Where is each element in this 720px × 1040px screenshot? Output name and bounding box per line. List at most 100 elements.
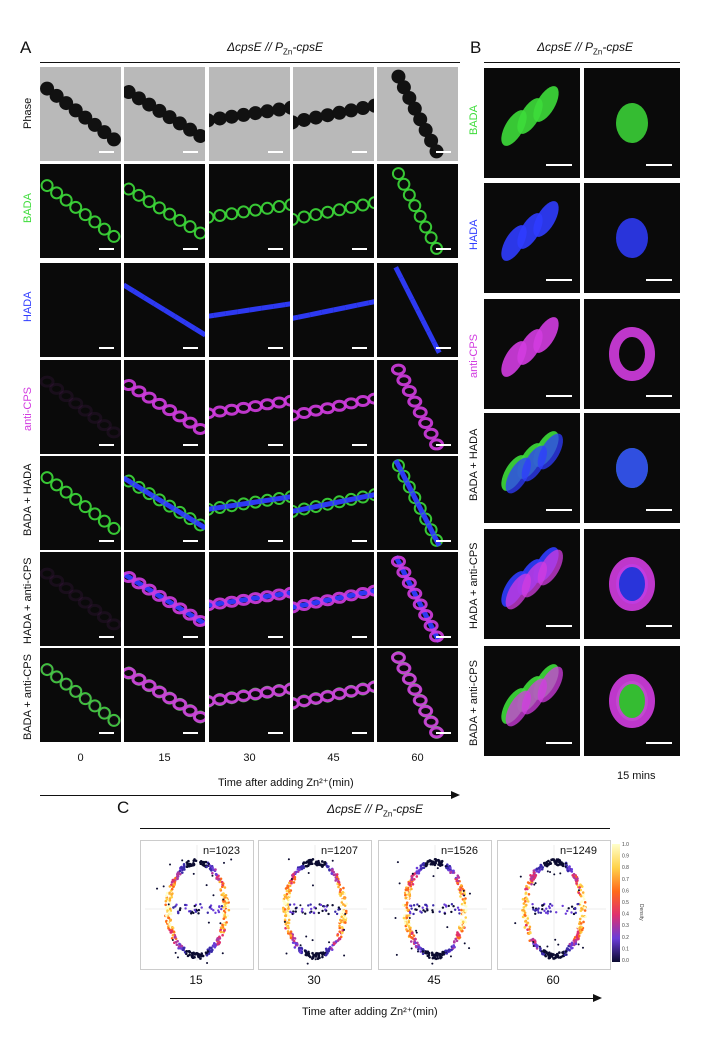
density-plot: n=1023 xyxy=(140,840,254,970)
scale-bar xyxy=(436,347,451,349)
colorbar-tick: 0.1 xyxy=(622,946,629,952)
panel-b-image-row2-col0 xyxy=(484,299,580,409)
colorbar-tick: 0.0 xyxy=(622,958,629,964)
panel-b-title-rule xyxy=(484,62,680,63)
scale-bar xyxy=(546,625,572,627)
panel-a-row-label: BADA + HADA xyxy=(22,463,34,536)
panel-c-title-rule xyxy=(140,828,610,829)
micrograph-row5-t0 xyxy=(40,552,121,646)
scale-bar xyxy=(99,444,114,446)
scale-bar xyxy=(646,164,672,166)
micrograph-row4-t15 xyxy=(124,456,205,550)
colorbar-tick: 0.9 xyxy=(622,854,629,860)
panel-b-image-row5-col1 xyxy=(584,646,680,756)
panel-a-arrowhead xyxy=(451,791,460,799)
panel-b-row-label: anti-CPS xyxy=(468,333,480,378)
panel-a-row-label: HADA xyxy=(22,291,34,322)
micrograph-row3-t45 xyxy=(293,360,374,454)
scale-bar xyxy=(352,636,367,638)
scale-bar xyxy=(99,540,114,542)
panel-b-image-row5-col0 xyxy=(484,646,580,756)
scale-bar xyxy=(546,395,572,397)
scale-bar xyxy=(352,732,367,734)
panel-a-row-label: HADA + anti-CPS xyxy=(22,557,34,644)
panel-b-image-row3-col1 xyxy=(584,413,680,523)
scale-bar xyxy=(99,347,114,349)
scale-bar xyxy=(183,248,198,250)
panel-a-row-label: BADA xyxy=(22,193,34,223)
panel-a-strain-title: ΔcpsE // PZn-cpsE xyxy=(226,40,324,57)
colorbar-label: Density xyxy=(638,904,644,921)
micrograph-row6-t60 xyxy=(377,648,458,742)
micrograph-row4-t30 xyxy=(209,456,290,550)
micrograph-row4-t0 xyxy=(40,456,121,550)
panel-b-strain-title: ΔcpsE // PZn-cpsE xyxy=(536,40,634,57)
micrograph-row0-t0 xyxy=(40,67,121,161)
micrograph-row1-t30 xyxy=(209,164,290,258)
scale-bar xyxy=(352,151,367,153)
scale-bar xyxy=(183,636,198,638)
panel-b-image-row2-col1 xyxy=(584,299,680,409)
micrograph-row2-t45 xyxy=(293,263,374,357)
panel-c-letter: C xyxy=(117,798,130,817)
colorbar-tick: 1.0 xyxy=(622,842,629,848)
panel-a-letter: A xyxy=(20,38,32,57)
micrograph-row2-t30 xyxy=(209,263,290,357)
scale-bar xyxy=(436,248,451,250)
scale-bar xyxy=(646,509,672,511)
panel-a-time-label: 30 xyxy=(243,752,256,764)
scale-bar xyxy=(99,151,114,153)
panel-b-image-row4-col1 xyxy=(584,529,680,639)
micrograph-row0-t45 xyxy=(293,67,374,161)
scale-bar xyxy=(183,151,198,153)
panel-b-letter: B xyxy=(470,38,482,57)
scale-bar xyxy=(646,742,672,744)
sample-size-label: n=1249 xyxy=(560,845,598,857)
panel-b-image-row0-col1 xyxy=(584,68,680,178)
micrograph-row5-t30 xyxy=(209,552,290,646)
density-plot: n=1526 xyxy=(378,840,492,970)
panel-c-time-label: 15 xyxy=(189,973,203,987)
scale-bar xyxy=(546,509,572,511)
micrograph-row0-t15 xyxy=(124,67,205,161)
panel-b-image-row3-col0 xyxy=(484,413,580,523)
panel-c-arrowhead xyxy=(593,994,602,1002)
scale-bar xyxy=(183,732,198,734)
colorbar-tick: 0.3 xyxy=(622,923,629,929)
panel-b-image-row1-col0 xyxy=(484,183,580,293)
micrograph-row6-t45 xyxy=(293,648,374,742)
micrograph-row6-t15 xyxy=(124,648,205,742)
panel-b-row-label: HADA xyxy=(468,219,480,250)
scale-bar xyxy=(646,279,672,281)
scale-bar xyxy=(183,540,198,542)
sample-size-label: n=1526 xyxy=(441,845,479,857)
scale-bar xyxy=(436,444,451,446)
scale-bar xyxy=(99,248,114,250)
scale-bar xyxy=(99,732,114,734)
colorbar-tick: 0.5 xyxy=(622,900,629,906)
panel-b-caption: 15 mins xyxy=(617,770,656,782)
micrograph-row3-t15 xyxy=(124,360,205,454)
micrograph-row5-t15 xyxy=(124,552,205,646)
micrograph-row2-t60 xyxy=(377,263,458,357)
micrograph-row3-t0 xyxy=(40,360,121,454)
density-plot: n=1249 xyxy=(497,840,611,970)
scale-bar xyxy=(352,540,367,542)
panel-a-time-label: 0 xyxy=(77,752,84,764)
colorbar-gradient xyxy=(612,844,620,962)
micrograph-row0-t60 xyxy=(377,67,458,161)
panel-a-axis-label: Time after adding Zn²⁺(min) xyxy=(218,777,354,789)
scale-bar xyxy=(268,540,283,542)
scale-bar xyxy=(268,151,283,153)
panel-b-image-row1-col1 xyxy=(584,183,680,293)
density-colorbar: 1.0 0.9 0.8 0.7 0.6 0.5 0.4 0.3 0.2 0.1 0.0 Densit… xyxy=(612,842,644,964)
micrograph-row5-t60 xyxy=(377,552,458,646)
panel-a-time-label: 15 xyxy=(158,752,171,764)
micrograph-row1-t45 xyxy=(293,164,374,258)
micrograph-row4-t60 xyxy=(377,456,458,550)
micrograph-row5-t45 xyxy=(293,552,374,646)
scale-bar xyxy=(546,742,572,744)
colorbar-tick: 0.8 xyxy=(622,865,629,871)
sample-size-label: n=1207 xyxy=(321,845,359,857)
panel-a-time-label: 60 xyxy=(411,752,424,764)
